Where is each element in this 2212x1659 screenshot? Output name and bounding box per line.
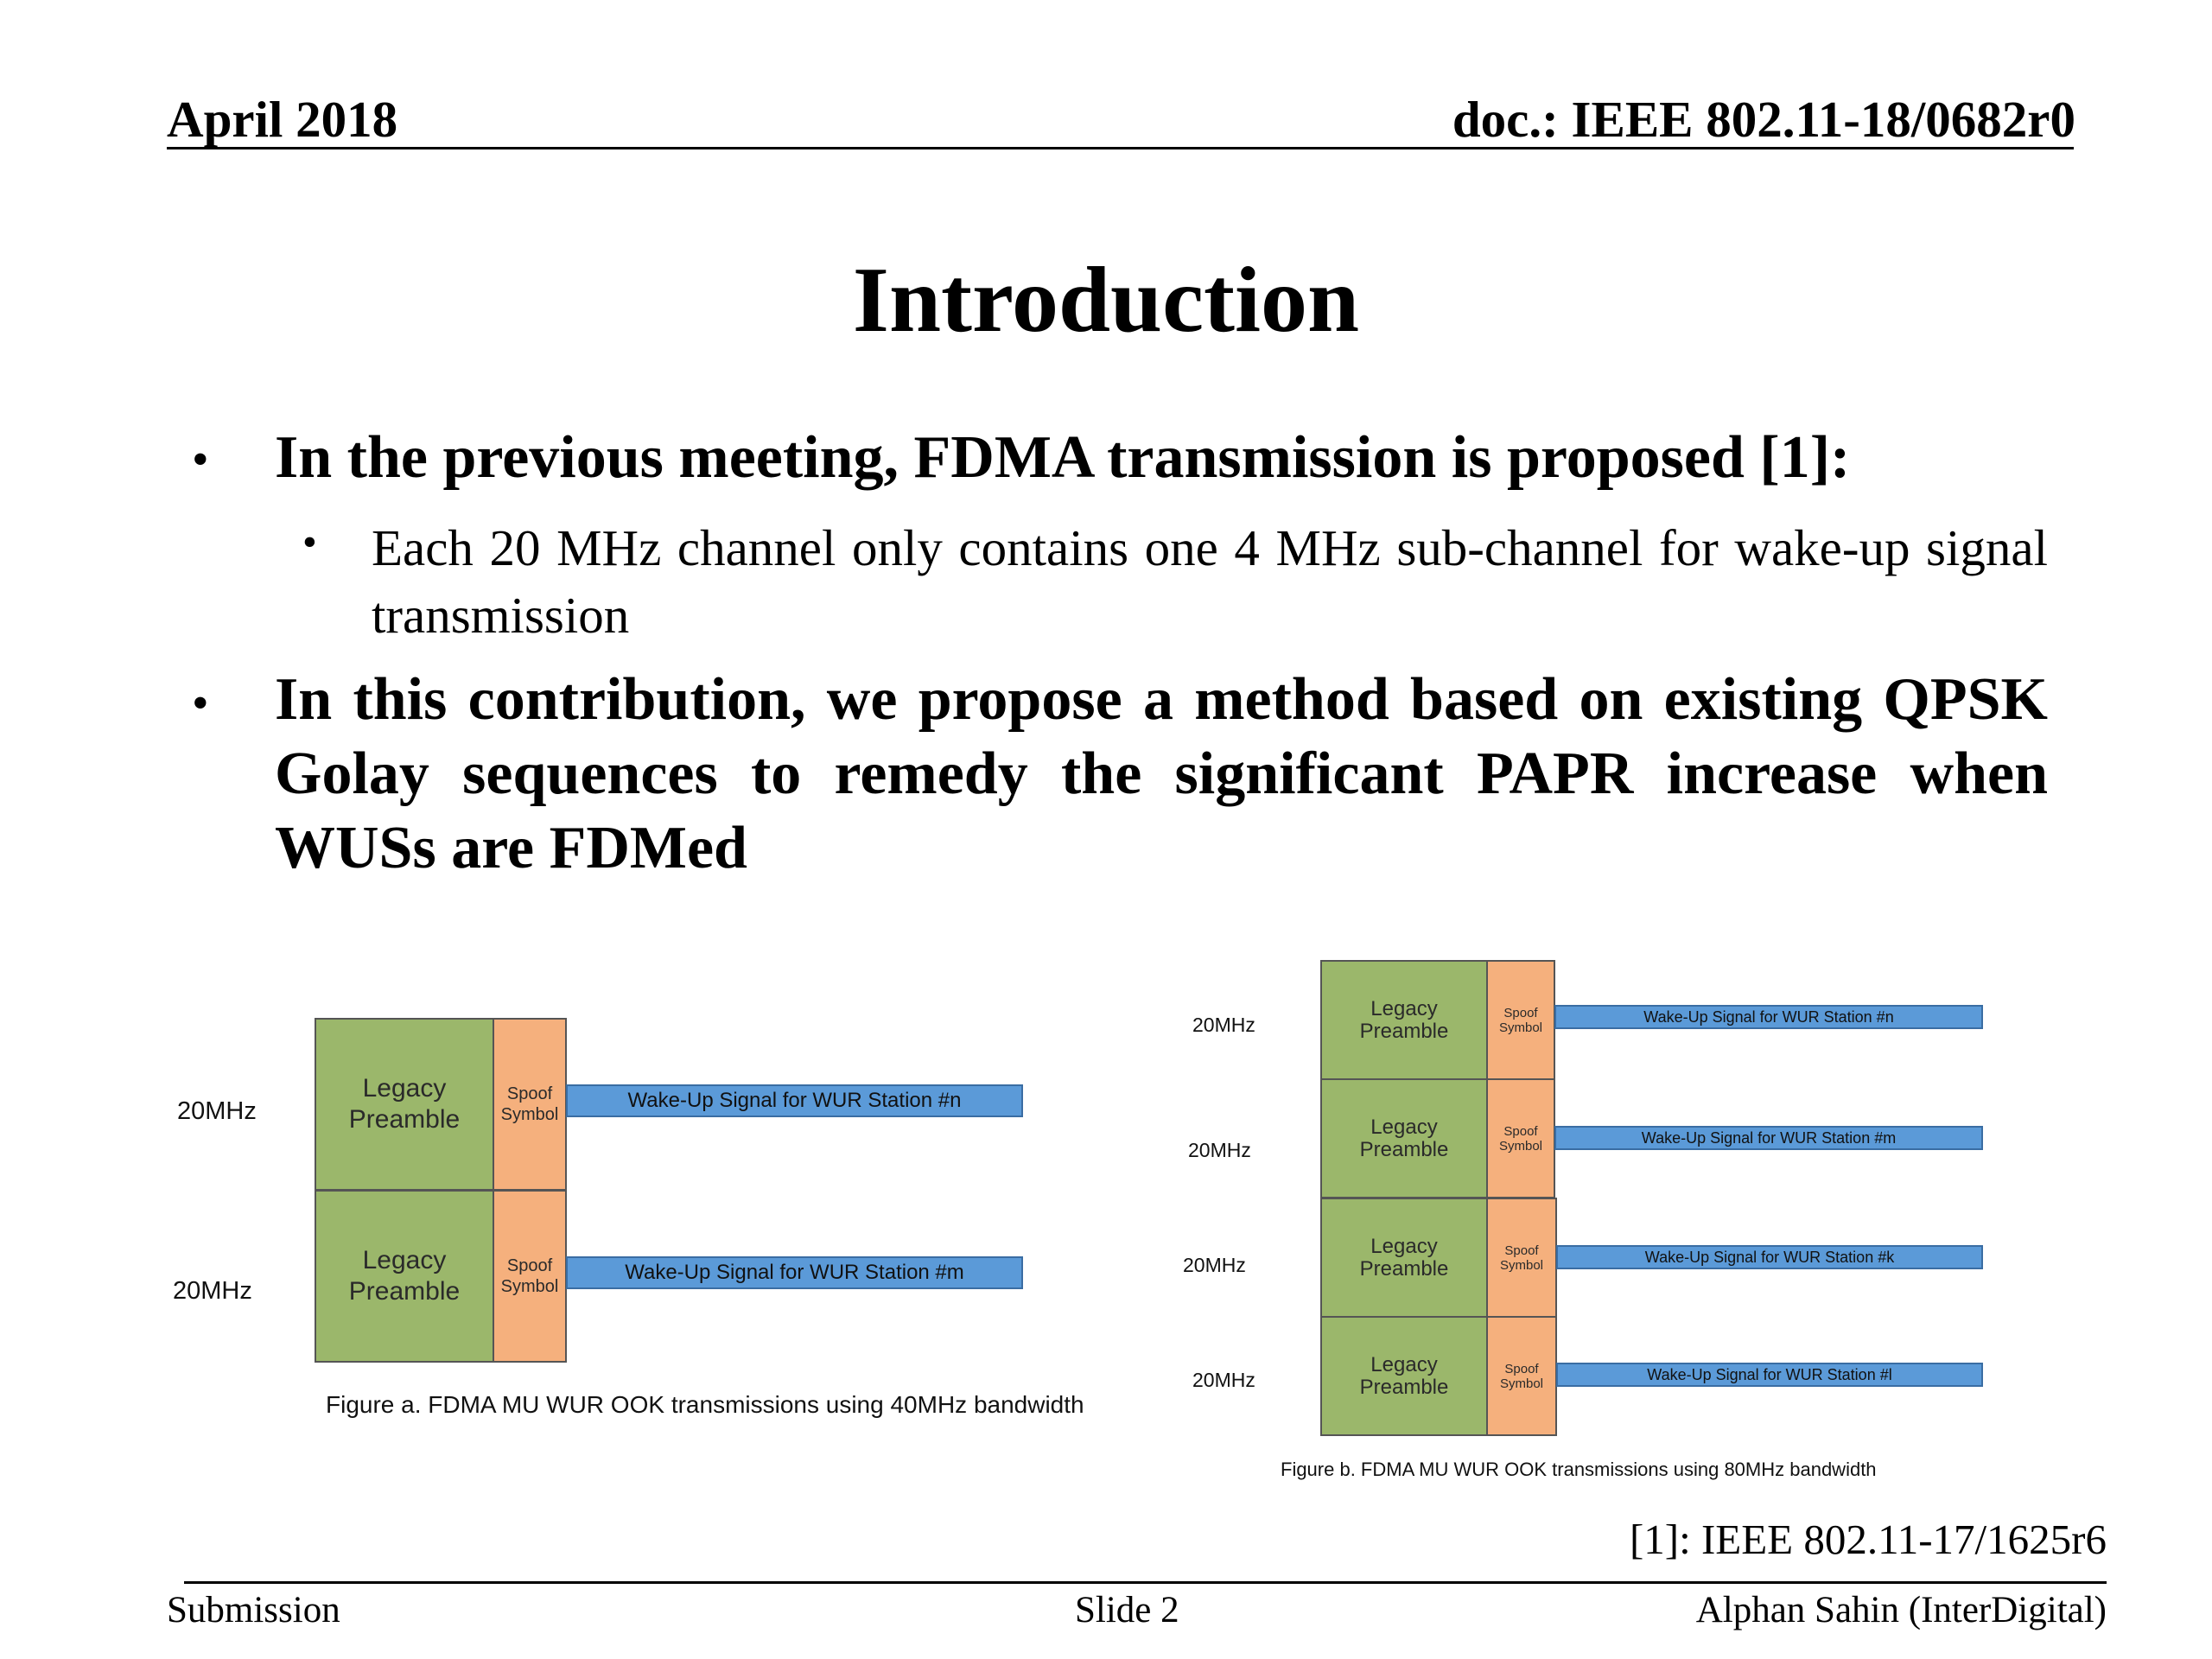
footer-author: Alphan Sahin (InterDigital)	[1695, 1590, 2107, 1630]
wake-up-signal-bar: Wake-Up Signal for WUR Station #n	[566, 1084, 1023, 1117]
header-rule	[167, 147, 2074, 149]
bullet-marker: •	[192, 433, 209, 486]
wake-up-signal-bar: Wake-Up Signal for WUR Station #n	[1554, 1005, 1983, 1029]
legacy-preamble-block: Legacy Preamble	[1320, 960, 1488, 1080]
spoof-symbol-block: Spoof Symbol	[1486, 1316, 1557, 1436]
bullet-previous-meeting: In the previous meeting, FDMA transmissi…	[275, 424, 1851, 491]
sub-bullet-marker: •	[302, 519, 317, 565]
legacy-preamble-block: Legacy Preamble	[1320, 1316, 1488, 1436]
footer-slide-number: Slide 2	[1075, 1590, 1179, 1630]
legacy-preamble-block: Legacy Preamble	[1320, 1078, 1488, 1198]
spoof-symbol-block: Spoof Symbol	[493, 1190, 567, 1363]
wake-up-signal-bar: Wake-Up Signal for WUR Station #m	[1554, 1126, 1983, 1150]
figure-a-caption: Figure a. FDMA MU WUR OOK transmissions …	[326, 1391, 1084, 1418]
spoof-symbol-block: Spoof Symbol	[1486, 960, 1555, 1080]
figure-b-caption: Figure b. FDMA MU WUR OOK transmissions …	[1281, 1459, 1877, 1480]
bullet-marker: •	[192, 677, 209, 730]
header-date: April 2018	[167, 91, 398, 148]
figure-a-channel-label: 20MHz	[173, 1277, 252, 1305]
figure-a-channel-label: 20MHz	[177, 1097, 257, 1125]
header-doc-id: doc.: IEEE 802.11-18/0682r0	[1452, 91, 2075, 148]
legacy-preamble-block: Legacy Preamble	[315, 1018, 494, 1191]
bullet-contribution: In this contribution, we propose a metho…	[275, 666, 2048, 881]
figure-b-channel-label: 20MHz	[1192, 1014, 1255, 1036]
figure-b-channel-label: 20MHz	[1192, 1369, 1255, 1391]
wake-up-signal-bar: Wake-Up Signal for WUR Station #m	[566, 1256, 1023, 1289]
figure-b-channel-label: 20MHz	[1183, 1254, 1246, 1276]
slide-title: Introduction	[852, 249, 1360, 352]
spoof-symbol-block: Spoof Symbol	[1486, 1078, 1555, 1198]
footer-submission: Submission	[167, 1590, 340, 1630]
footer-rule	[184, 1581, 2107, 1584]
legacy-preamble-block: Legacy Preamble	[315, 1190, 494, 1363]
reference-citation: [1]: IEEE 802.11-17/1625r6	[1629, 1516, 2107, 1563]
spoof-symbol-block: Spoof Symbol	[1486, 1198, 1557, 1318]
wake-up-signal-bar: Wake-Up Signal for WUR Station #k	[1556, 1245, 1983, 1269]
figure-b-channel-label: 20MHz	[1188, 1139, 1251, 1161]
sub-bullet-channel: Each 20 MHz channel only contains one 4 …	[372, 519, 2048, 644]
spoof-symbol-block: Spoof Symbol	[493, 1018, 567, 1191]
wake-up-signal-bar: Wake-Up Signal for WUR Station #l	[1556, 1363, 1983, 1387]
legacy-preamble-block: Legacy Preamble	[1320, 1198, 1488, 1318]
